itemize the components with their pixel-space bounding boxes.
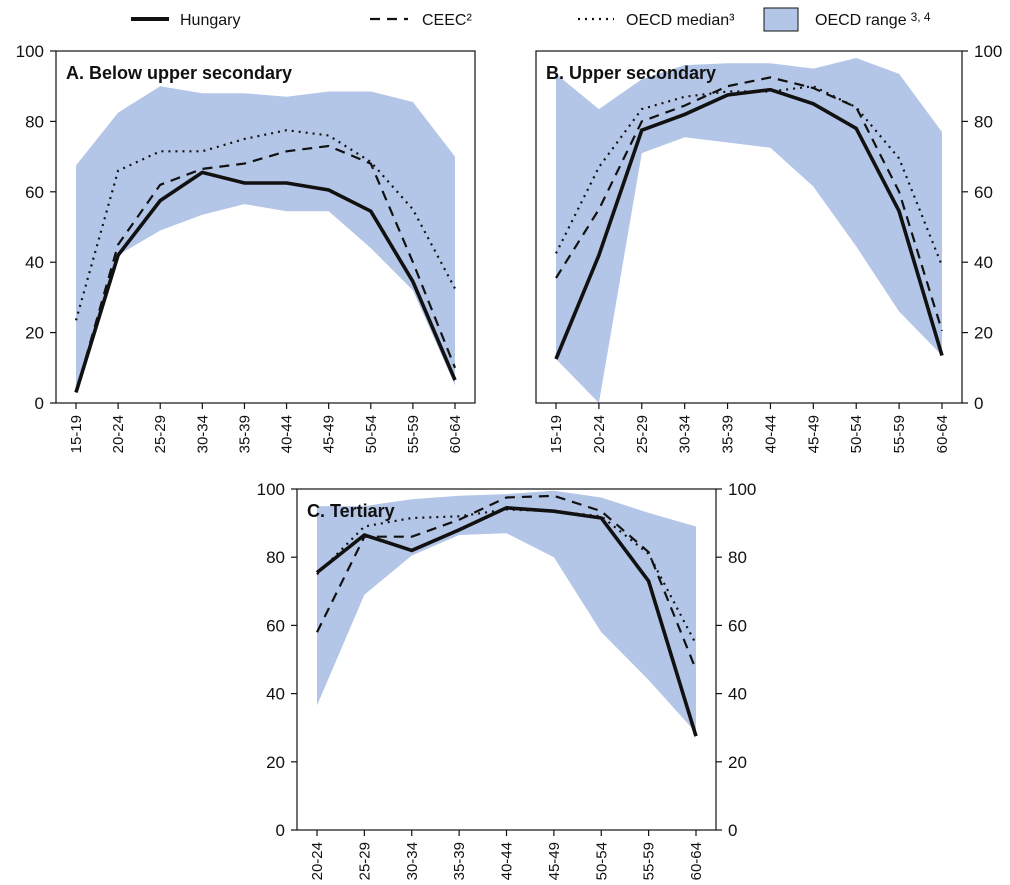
panel-tertiary: 0 0 20 20 40 40 60 60 80 80 100 100 20-24 25-29 30-34 3…	[257, 480, 757, 880]
series-line-solid	[554, 87, 944, 360]
x-tick-label: 40-44	[762, 415, 779, 453]
y-tick-label: 100	[257, 480, 285, 499]
y-tick-label: 80	[974, 112, 993, 131]
y-tick-label: 80	[266, 548, 285, 567]
y-tick-label: 80	[728, 548, 747, 567]
series-line-dashed	[74, 144, 457, 393]
x-tick-label: 35-39	[236, 415, 253, 453]
legend-hungary-label: Hungary	[180, 12, 240, 29]
oecd-range-band	[76, 86, 455, 393]
legend-ceec-label: CEEC²	[422, 12, 472, 29]
x-tick-label: 30-34	[404, 842, 421, 880]
y-tick-label: 20	[974, 324, 993, 343]
legend-range-text: OECD range	[815, 12, 907, 29]
x-tick-label: 55-59	[405, 415, 422, 453]
panel-title: A. Below upper secondary	[66, 63, 292, 83]
x-tick-label: 50-54	[848, 415, 865, 453]
x-tick-label: 25-29	[356, 842, 373, 880]
x-tick-label: 35-39	[720, 415, 737, 453]
y-tick-label: 0	[35, 394, 44, 413]
panel-title: C. Tertiary	[307, 501, 395, 521]
y-tick-label: 100	[974, 42, 1002, 61]
x-tick-label: 50-54	[363, 415, 380, 453]
series-line-dashed	[316, 494, 698, 671]
x-tick-label: 35-39	[451, 842, 468, 880]
y-tick-label: 60	[974, 183, 993, 202]
y-tick-label: 60	[266, 616, 285, 635]
x-tick-label: 40-44	[499, 842, 516, 880]
x-tick-label: 60-64	[447, 415, 464, 453]
x-tick-label: 45-49	[546, 842, 563, 880]
x-tick-label: 20-24	[309, 842, 326, 880]
legend: Hungary CEEC² OECD median³ OECD range 3, …	[131, 7, 931, 32]
x-tick-label: 55-59	[891, 415, 908, 453]
x-tick-label: 25-29	[152, 415, 169, 453]
series-line-solid	[315, 505, 698, 737]
series-line-solid	[74, 170, 457, 393]
x-tick-label: 20-24	[591, 415, 608, 453]
panel-below-upper-secondary: 0 20 40 60 80 100 15-19 20-24 25-29 30-34 35-39 40-…	[16, 42, 476, 453]
panel-title: B. Upper secondary	[546, 63, 716, 83]
x-tick-label: 60-64	[688, 842, 705, 880]
y-tick-label: 20	[25, 324, 44, 343]
oecd-range-band	[556, 58, 942, 403]
x-tick-label: 60-64	[934, 415, 951, 453]
x-tick-label: 55-59	[641, 842, 658, 880]
y-tick-label: 40	[25, 253, 44, 272]
series-line-dotted	[74, 129, 456, 321]
y-tick-label: 0	[276, 821, 285, 840]
plot-frame	[535, 50, 963, 404]
x-tick-label: 40-44	[279, 415, 296, 453]
legend-range-label: OECD range 3, 4	[815, 10, 931, 29]
x-tick-label: 20-24	[110, 415, 127, 453]
y-tick-label: 80	[25, 112, 44, 131]
x-tick-label: 30-34	[677, 415, 694, 453]
x-tick-label: 15-19	[68, 415, 85, 453]
x-tick-label: 15-19	[548, 415, 565, 453]
panel-upper-secondary: 0 20 40 60 80 100 15-19 20-24 25-29 30-34 35-39 40-…	[535, 42, 1002, 453]
y-tick-label: 60	[728, 616, 747, 635]
plot-frame	[55, 50, 476, 404]
y-tick-label: 40	[974, 253, 993, 272]
y-tick-label: 0	[974, 394, 983, 413]
y-tick-label: 100	[16, 42, 44, 61]
x-tick-label: 25-29	[634, 415, 651, 453]
y-tick-label: 20	[266, 753, 285, 772]
y-tick-label: 60	[25, 183, 44, 202]
y-tick-label: 0	[728, 821, 737, 840]
x-tick-label: 45-49	[321, 415, 338, 453]
legend-median-label: OECD median³	[626, 12, 735, 29]
series-line-dotted	[316, 508, 697, 645]
legend-range-superscript: 3, 4	[911, 10, 931, 24]
legend-range-swatch	[763, 7, 799, 32]
x-tick-label: 30-34	[194, 415, 211, 453]
series-line-dashed	[555, 76, 944, 332]
y-tick-label: 20	[728, 753, 747, 772]
y-tick-label: 100	[728, 480, 756, 499]
y-tick-label: 40	[728, 685, 747, 704]
x-tick-label: 50-54	[593, 842, 610, 880]
x-tick-label: 45-49	[805, 415, 822, 453]
y-tick-label: 40	[266, 685, 285, 704]
